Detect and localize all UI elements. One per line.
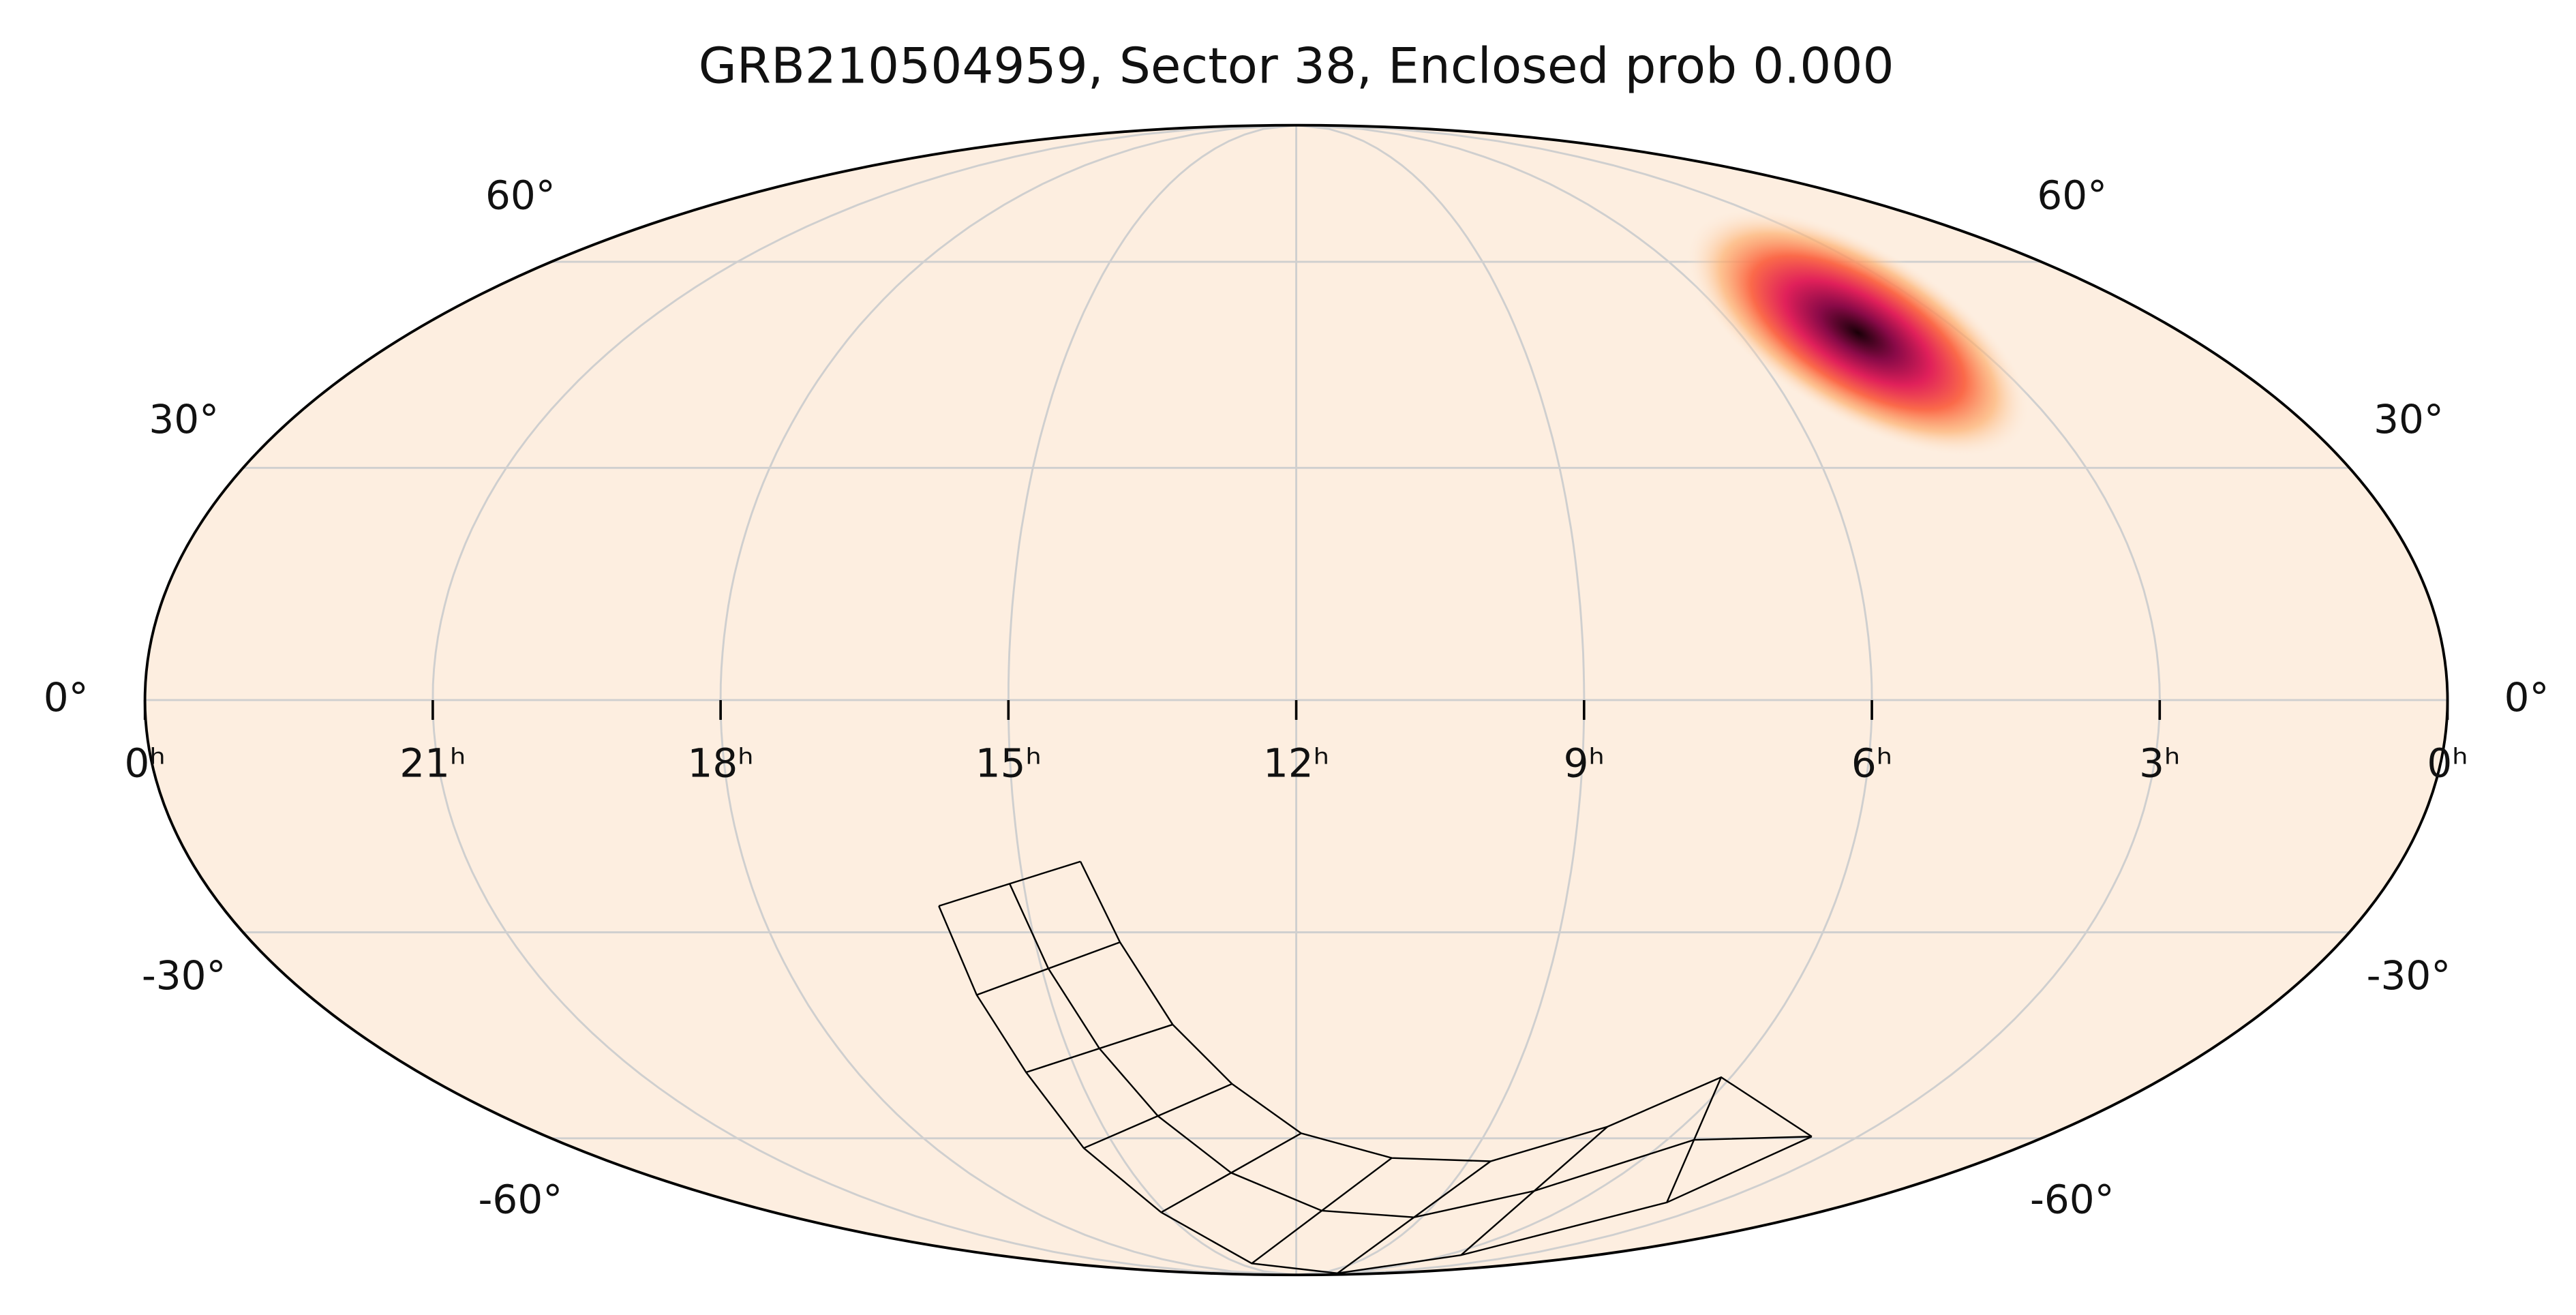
y-tick-label-left: 30° [149,396,219,442]
x-tick-label: 12ʰ [1263,740,1329,787]
sector-footprint [938,860,1813,1275]
footprint-divider [1083,1083,1232,1149]
y-tick-label-right: -60° [2030,1176,2115,1222]
footprint-divider [1337,1160,1491,1274]
y-tick-label-left: 60° [485,172,556,219]
footprint-divider [1251,1157,1393,1265]
y-tick-label-right: 60° [2037,172,2107,219]
chart-title: GRB210504959, Sector 38, Enclosed prob 0… [699,38,1894,95]
y-tick-label-right: 30° [2374,396,2444,442]
x-tick-label: 0ʰ [124,740,165,787]
footprint-divider [1666,1076,1723,1203]
x-tick-label: 18ʰ [688,740,754,787]
footprint-edge [1009,883,1812,1218]
y-tick-label-left: -60° [479,1176,563,1222]
footprint-divider [976,941,1121,996]
footprint-edge [938,905,1813,1275]
probability-region [1685,209,2031,457]
x-tick-label: 15ʰ [975,740,1042,787]
footprint-divider [1460,1125,1609,1256]
y-tick-label-left: 0° [44,674,89,721]
y-tick-label-right: 0° [2504,674,2549,721]
x-tick-label: 0ʰ [2427,740,2468,787]
footprint-divider [1025,1023,1173,1074]
footprint-divider [938,860,1081,907]
y-tick-label-left: -30° [142,952,226,999]
x-tick-label: 9ʰ [1564,740,1605,787]
x-tick-label: 3ʰ [2139,740,2180,787]
footprint-edge [1079,861,1813,1162]
y-tick-label-right: -30° [2367,952,2451,999]
footprint-divider [1160,1132,1302,1213]
labels: 0ʰ 21ʰ 18ʰ 15ʰ 12ʰ 9ʰ 6ʰ 3ʰ 0ʰ 60° 60° 30° 30° 0° 0° -3… [44,172,2549,1223]
x-tick-label: 6ʰ [1851,740,1892,787]
x-tick-label: 21ʰ [399,740,466,787]
